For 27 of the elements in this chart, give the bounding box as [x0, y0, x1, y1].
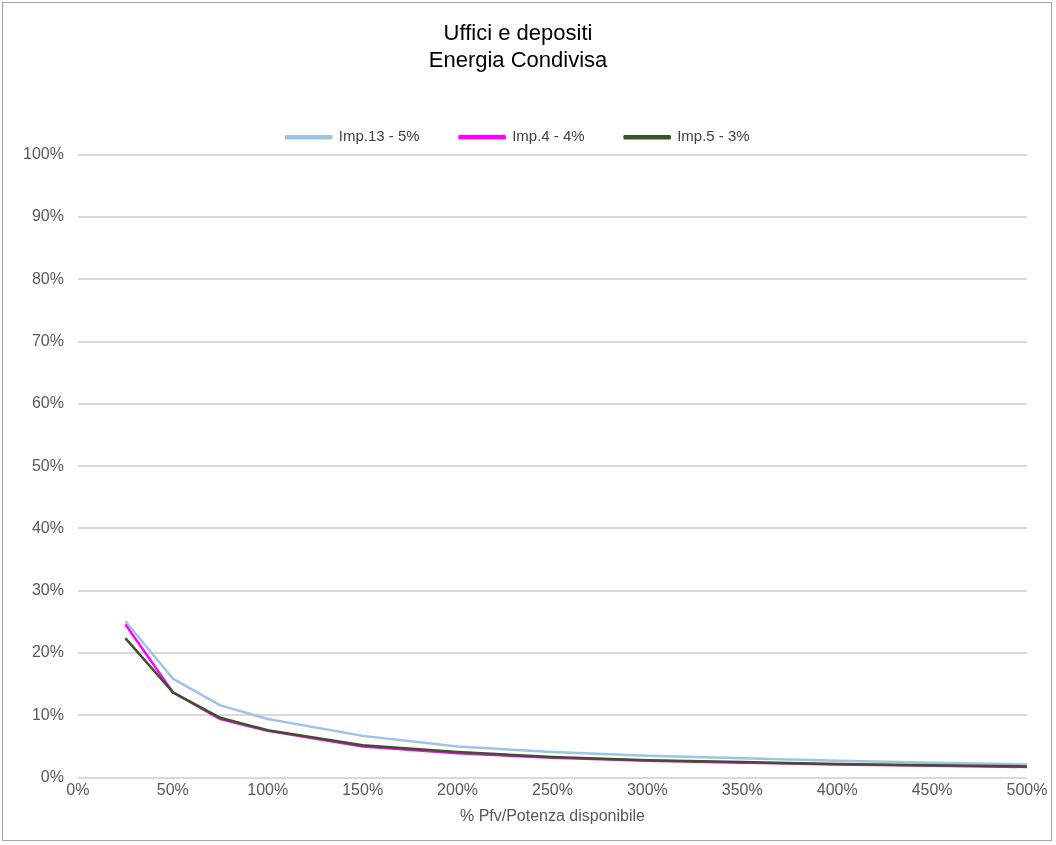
y-tick-label: 100% — [23, 145, 64, 163]
legend-label: Imp.5 - 3% — [677, 127, 750, 145]
y-tick-label: 10% — [31, 705, 64, 723]
y-tick-label: 20% — [31, 643, 64, 661]
y-tick-label: 30% — [31, 581, 64, 599]
y-tick-label: 70% — [31, 332, 64, 350]
x-tick-label: 50% — [156, 780, 189, 798]
x-tick-label: 500% — [1006, 780, 1048, 798]
y-tick-label: 90% — [31, 207, 64, 225]
x-tick-label: 400% — [816, 780, 858, 798]
x-tick-label: 100% — [247, 780, 289, 798]
x-tick-label: 450% — [911, 780, 953, 798]
x-tick-label: 350% — [721, 780, 763, 798]
x-tick-label: 300% — [626, 780, 668, 798]
legend-label: Imp.4 - 4% — [512, 127, 585, 145]
x-tick-label: 200% — [437, 780, 479, 798]
y-tick-label: 0% — [40, 768, 64, 786]
legend-label: Imp.13 - 5% — [338, 127, 420, 145]
y-tick-label: 50% — [31, 456, 64, 474]
chart-title: Uffici e depositi Energia Condivisa — [428, 20, 609, 72]
y-tick-label: 60% — [31, 394, 64, 412]
y-tick-label: 80% — [31, 269, 64, 287]
x-tick-label: 250% — [532, 780, 573, 798]
y-tick-label: 40% — [31, 518, 64, 536]
x-tick-label: 150% — [342, 780, 384, 798]
x-tick-label: 0% — [66, 780, 90, 798]
x-axis-title: % Pfv/Potenza disponibile — [459, 806, 646, 824]
